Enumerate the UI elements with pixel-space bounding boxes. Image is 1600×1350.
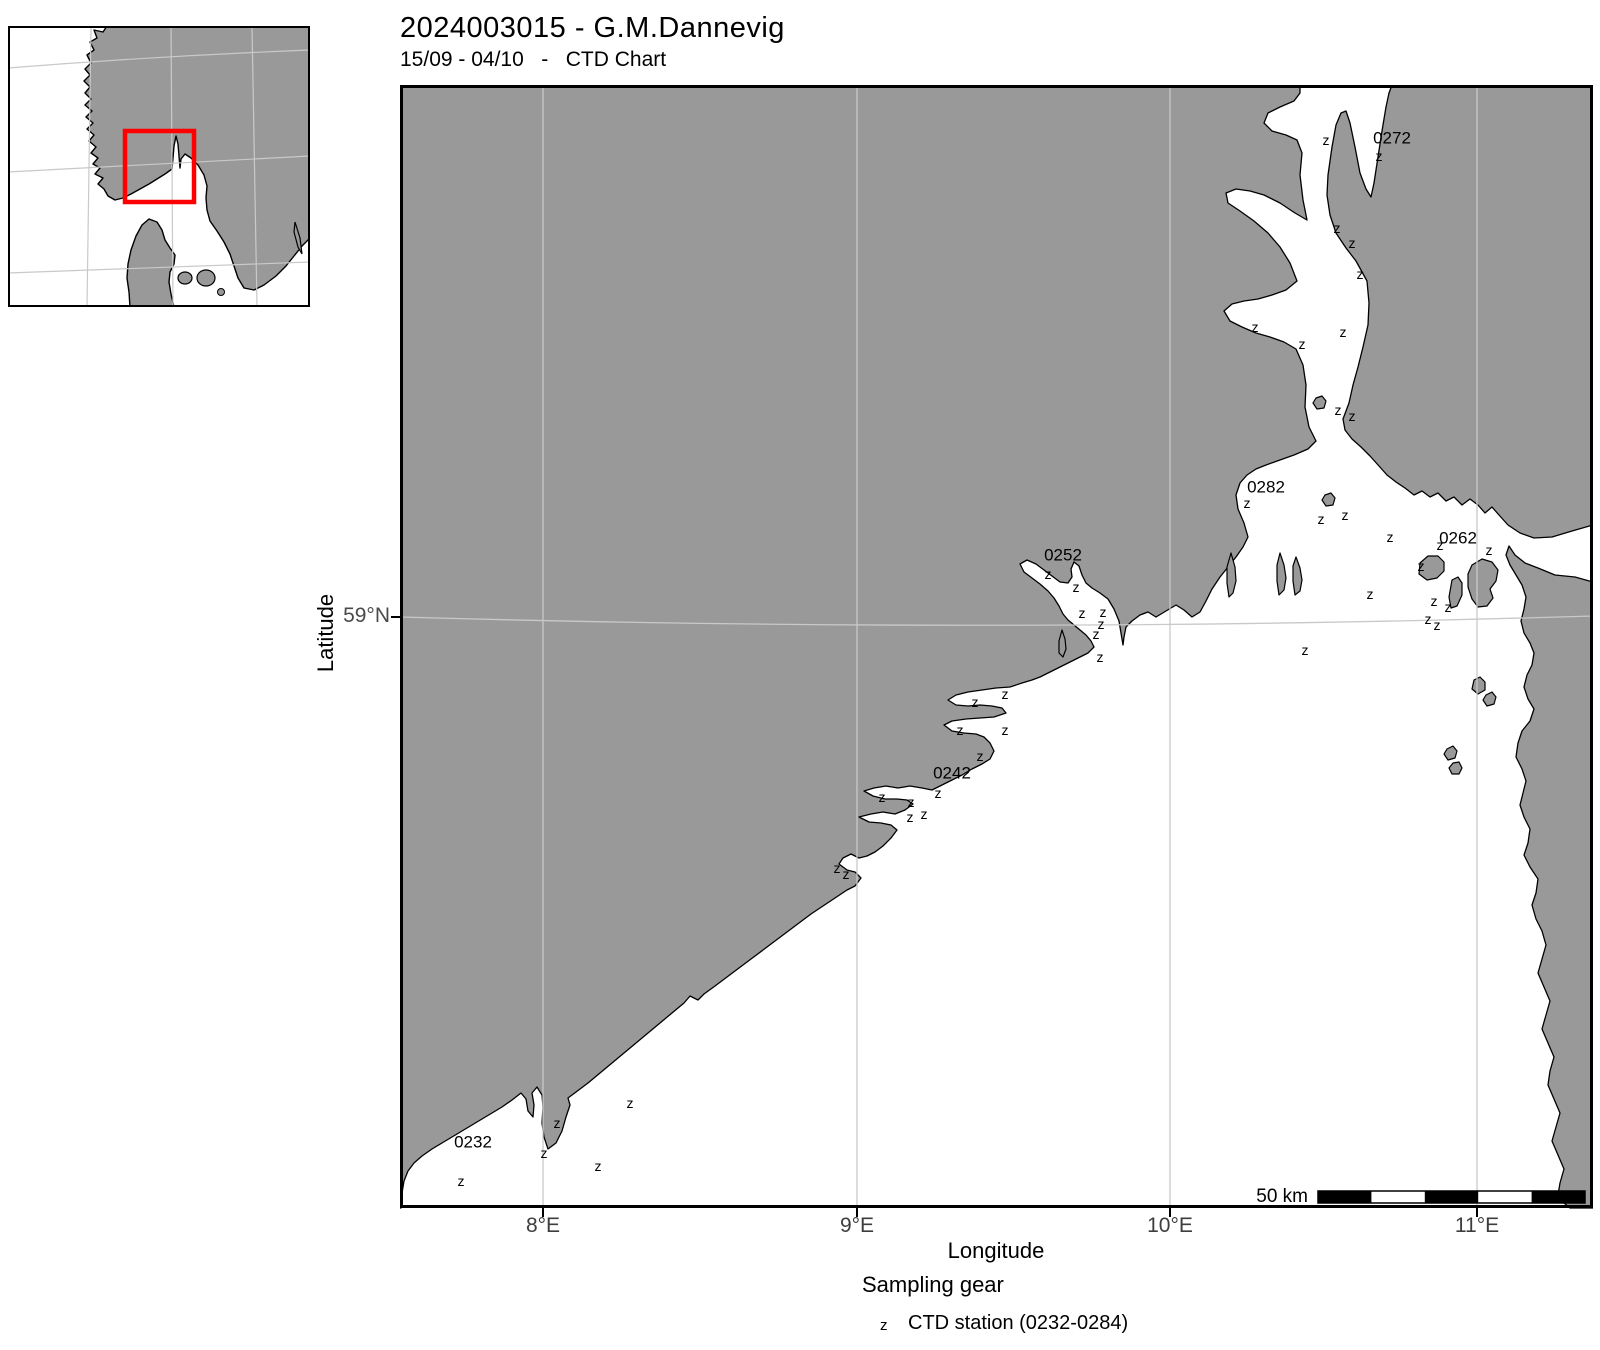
y-tick-59n: 59°N	[343, 604, 390, 627]
ctd-station-marker: z	[843, 866, 850, 882]
ctd-station-marker: z	[1349, 408, 1356, 424]
inset-denmark-jutland	[126, 218, 176, 307]
inset-extent-highlight-box	[122, 128, 197, 205]
ctd-station-marker: z	[1349, 235, 1356, 251]
station-number-label: 0272	[1373, 129, 1411, 148]
ctd-station-marker: z	[627, 1095, 634, 1111]
ctd-station-marker: z	[1340, 324, 1347, 340]
east-mainland	[1326, 85, 1593, 539]
inset-graticule	[8, 26, 310, 307]
inset-border	[8, 26, 310, 307]
page-title: 2024003015 - G.M.Dannevig	[400, 12, 785, 44]
scale-bar	[1317, 1190, 1586, 1204]
legend-station-symbol: z	[880, 1317, 888, 1334]
ctd-station-marker: z	[1079, 605, 1086, 621]
ctd-station-marker: z	[935, 785, 942, 801]
norway-mainland	[400, 85, 1317, 1209]
ctd-station-marker: z	[921, 806, 928, 822]
ctd-station-marker: z	[834, 860, 841, 876]
ctd-station-marker: z	[1244, 495, 1251, 511]
ctd-station-marker: z	[1425, 611, 1432, 627]
ctd-station-marker: z	[595, 1158, 602, 1174]
legend-item-ctd-station: CTD station (0232-0284)	[908, 1312, 1129, 1334]
ctd-station-marker: z	[1367, 586, 1374, 602]
ctd-station-marker: z	[1335, 402, 1342, 418]
ctd-station-marker: z	[1387, 529, 1394, 545]
y-tick-mark	[391, 616, 400, 618]
y-axis-title: Latitude	[313, 593, 338, 673]
ctd-station-marker: z	[1486, 542, 1493, 558]
ctd-station-marker: z	[1357, 266, 1364, 282]
ctd-station-marker: z	[1252, 319, 1259, 335]
ctd-station-marker: z	[554, 1115, 561, 1131]
ctd-station-marker: z	[1100, 604, 1107, 620]
station-number-label: 0262	[1439, 529, 1477, 548]
sweden-coast	[1505, 545, 1593, 1209]
ctd-station-marker: z	[1002, 686, 1009, 702]
ctd-station-marker: z	[977, 748, 984, 764]
ctd-station-marker: z	[907, 809, 914, 825]
ctd-station-marker: z	[1302, 642, 1309, 658]
ctd-station-marker: z	[1002, 722, 1009, 738]
ctd-station-marker: z	[1098, 616, 1105, 632]
ctd-station-marker: z	[1093, 626, 1100, 642]
inset-island-small	[217, 288, 225, 296]
ctd-station-marker: z	[1376, 148, 1383, 164]
inset-overview-map	[8, 26, 310, 307]
ctd-station-marker: z	[972, 694, 979, 710]
legend-heading: Sampling gear	[862, 1272, 1004, 1297]
x-tick-11e: 11°E	[1454, 1214, 1500, 1237]
ctd-station-marker: z	[1445, 599, 1452, 615]
ctd-station-marker: z	[1434, 617, 1441, 633]
map-border	[400, 85, 1593, 1208]
inset-island-funen	[177, 271, 193, 285]
inset-island-oland	[293, 221, 303, 255]
station-number-label: 0252	[1044, 546, 1082, 565]
ctd-station-marker: z	[541, 1145, 548, 1161]
station-number-label: 0232	[454, 1133, 492, 1152]
ctd-station-marker: z	[908, 794, 915, 810]
page-subtitle: 15/09 - 04/10 - CTD Chart	[400, 48, 667, 71]
ctd-station-marker: z	[879, 789, 886, 805]
inset-island-zealand	[196, 269, 216, 287]
ctd-station-marker: z	[1437, 537, 1444, 553]
ctd-station-marker: z	[1097, 649, 1104, 665]
x-axis-ticks	[542, 1208, 1478, 1217]
ctd-station-marker: z	[1299, 336, 1306, 352]
ctd-station-marker: z	[1323, 132, 1330, 148]
x-axis-title: Longitude	[947, 1238, 1045, 1263]
ctd-station-marker: z	[1334, 220, 1341, 236]
ctd-station-marker: z	[1431, 593, 1438, 609]
ctd-station-marker: z	[458, 1173, 465, 1189]
ctd-station-marker: z	[1418, 558, 1425, 574]
ctd-station-marker: z	[1342, 507, 1349, 523]
ctd-station-marker: z	[1073, 579, 1080, 595]
ctd-station-marker: z	[1318, 511, 1325, 527]
scale-bar-label: 50 km	[1256, 1186, 1308, 1207]
station-number-label: 0282	[1247, 478, 1285, 497]
x-tick-10e: 10°E	[1147, 1214, 1193, 1237]
islands	[1058, 395, 1499, 775]
x-tick-8e: 8°E	[525, 1214, 561, 1237]
station-number-label: 0242	[933, 764, 971, 783]
graticule	[400, 85, 1593, 1208]
x-tick-9e: 9°E	[839, 1214, 875, 1237]
ctd-station-marker: z	[957, 722, 964, 738]
ctd-station-marker: z	[1045, 566, 1052, 582]
